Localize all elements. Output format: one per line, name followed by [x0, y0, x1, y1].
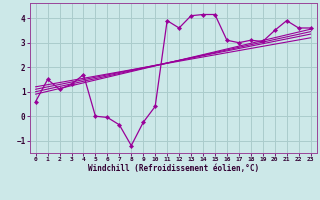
X-axis label: Windchill (Refroidissement éolien,°C): Windchill (Refroidissement éolien,°C)	[88, 164, 259, 173]
